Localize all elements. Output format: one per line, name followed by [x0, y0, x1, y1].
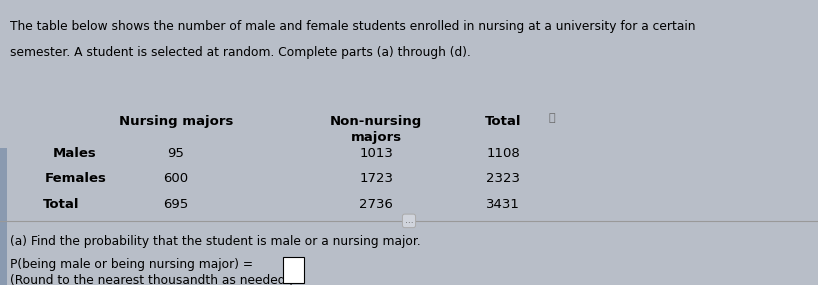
- Text: ...: ...: [405, 216, 413, 225]
- Text: 600: 600: [164, 172, 188, 186]
- Text: 1013: 1013: [359, 147, 393, 160]
- Text: Nursing majors: Nursing majors: [119, 115, 233, 129]
- Text: Females: Females: [45, 172, 107, 186]
- Text: Non-nursing
majors: Non-nursing majors: [330, 115, 422, 144]
- Text: ⎕: ⎕: [548, 113, 555, 123]
- Text: 1108: 1108: [486, 147, 520, 160]
- Text: 695: 695: [164, 198, 188, 211]
- Text: Total: Total: [485, 115, 521, 129]
- Text: 1723: 1723: [359, 172, 393, 186]
- Text: P(being male or being nursing major) =: P(being male or being nursing major) =: [10, 258, 253, 271]
- Text: 2736: 2736: [359, 198, 393, 211]
- Text: Total: Total: [43, 198, 79, 211]
- Text: semester. A student is selected at random. Complete parts (a) through (d).: semester. A student is selected at rando…: [10, 46, 470, 59]
- Text: 95: 95: [168, 147, 184, 160]
- Text: The table below shows the number of male and female students enrolled in nursing: The table below shows the number of male…: [10, 20, 695, 33]
- Text: 2323: 2323: [486, 172, 520, 186]
- Text: (a) Find the probability that the student is male or a nursing major.: (a) Find the probability that the studen…: [10, 235, 420, 248]
- Bar: [0, 148, 7, 285]
- Text: Males: Males: [53, 147, 97, 160]
- Text: (Round to the nearest thousandth as needed.): (Round to the nearest thousandth as need…: [10, 274, 294, 285]
- Text: 3431: 3431: [486, 198, 520, 211]
